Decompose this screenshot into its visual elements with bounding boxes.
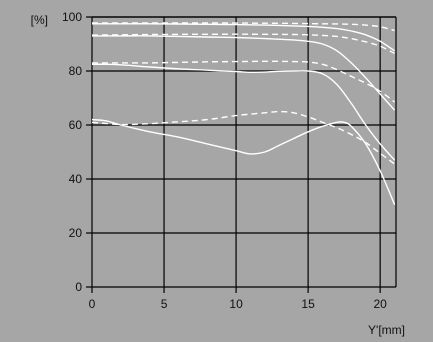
- y-tick-label-40: 40: [69, 172, 83, 186]
- y-tick-label-100: 100: [62, 10, 82, 24]
- tick-labels: 0 20 40 60 80 100 0 5 10 15 20: [62, 10, 387, 311]
- y-axis-label: [%]: [31, 13, 48, 27]
- series-line-6-dashed: [92, 60, 396, 103]
- y-tick-label-60: 60: [69, 118, 83, 132]
- series-line-1-solid: [92, 23, 395, 52]
- series-line-4-dashed: [91, 33, 395, 55]
- y-tick-label-20: 20: [69, 226, 83, 240]
- series-line-5-solid: [91, 63, 396, 161]
- x-tick-label-10: 10: [229, 297, 243, 311]
- series-line-7-solid: [91, 118, 396, 205]
- x-tick-label-0: 0: [89, 297, 96, 311]
- series-line-2-dashed: [92, 22, 395, 32]
- x-tick-label-15: 15: [301, 297, 315, 311]
- y-tick-label-80: 80: [69, 64, 83, 78]
- x-tick-label-20: 20: [373, 297, 387, 311]
- x-tick-label-5: 5: [161, 297, 168, 311]
- series-line-8-dashed: [91, 110, 396, 165]
- y-tick-label-0: 0: [75, 280, 82, 294]
- x-axis-label: Y'[mm]: [368, 323, 405, 337]
- series-line-3-solid: [92, 35, 396, 111]
- series-group: [91, 22, 396, 205]
